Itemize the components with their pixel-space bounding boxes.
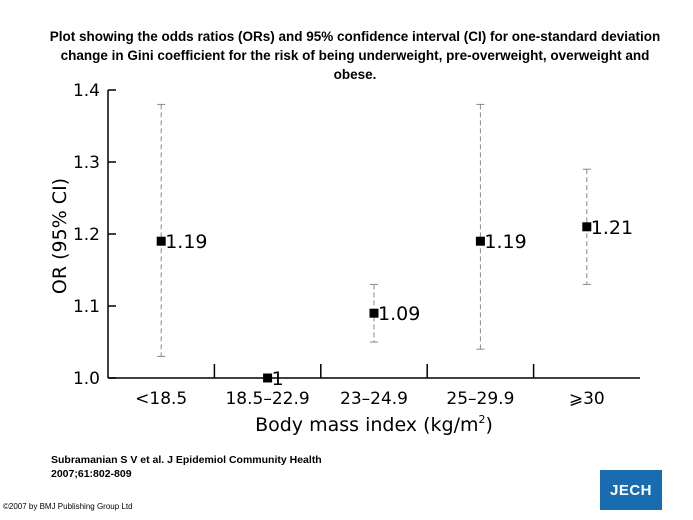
x-tick-label: <18.5 bbox=[135, 389, 187, 409]
copyright: ©2007 by BMJ Publishing Group Ltd bbox=[3, 502, 133, 511]
or-value-label: 1.19 bbox=[165, 231, 207, 253]
chart-title: Plot showing the odds ratios (ORs) and 9… bbox=[49, 29, 661, 82]
or-point-marker bbox=[582, 222, 592, 232]
citation-line-2: 2007;61:802-809 bbox=[51, 468, 132, 480]
citation-line-1: Subramanian S V et al. J Epidemiol Commu… bbox=[51, 454, 322, 466]
or-point-marker bbox=[156, 236, 166, 246]
citation: Subramanian S V et al. J Epidemiol Commu… bbox=[51, 453, 322, 481]
or-point-marker bbox=[369, 308, 379, 318]
or-point-marker bbox=[263, 373, 273, 383]
y-tick-label: 1.1 bbox=[73, 297, 100, 317]
x-tick-label: 25–29.9 bbox=[446, 389, 514, 409]
y-axis-label: OR (95% CI) bbox=[49, 178, 71, 294]
or-value-label: 1.19 bbox=[484, 231, 526, 253]
y-tick-label: 1.0 bbox=[73, 369, 100, 389]
x-axis-label: Body mass index (kg/m2) bbox=[255, 413, 493, 436]
x-tick-label: 23–24.9 bbox=[340, 389, 408, 409]
y-tick-label: 1.3 bbox=[73, 153, 100, 173]
y-tick-label: 1.4 bbox=[73, 81, 100, 101]
y-tick-label: 1.2 bbox=[73, 225, 100, 245]
x-tick-label: ⩾30 bbox=[569, 389, 605, 409]
or-point-marker bbox=[475, 236, 485, 246]
x-tick-label: 18.5–22.9 bbox=[225, 389, 309, 409]
or-value-label: 1.09 bbox=[378, 303, 420, 325]
or-value-label: 1.21 bbox=[591, 217, 633, 239]
jech-logo: JECH bbox=[600, 470, 662, 510]
or-value-label: 1 bbox=[272, 368, 284, 390]
